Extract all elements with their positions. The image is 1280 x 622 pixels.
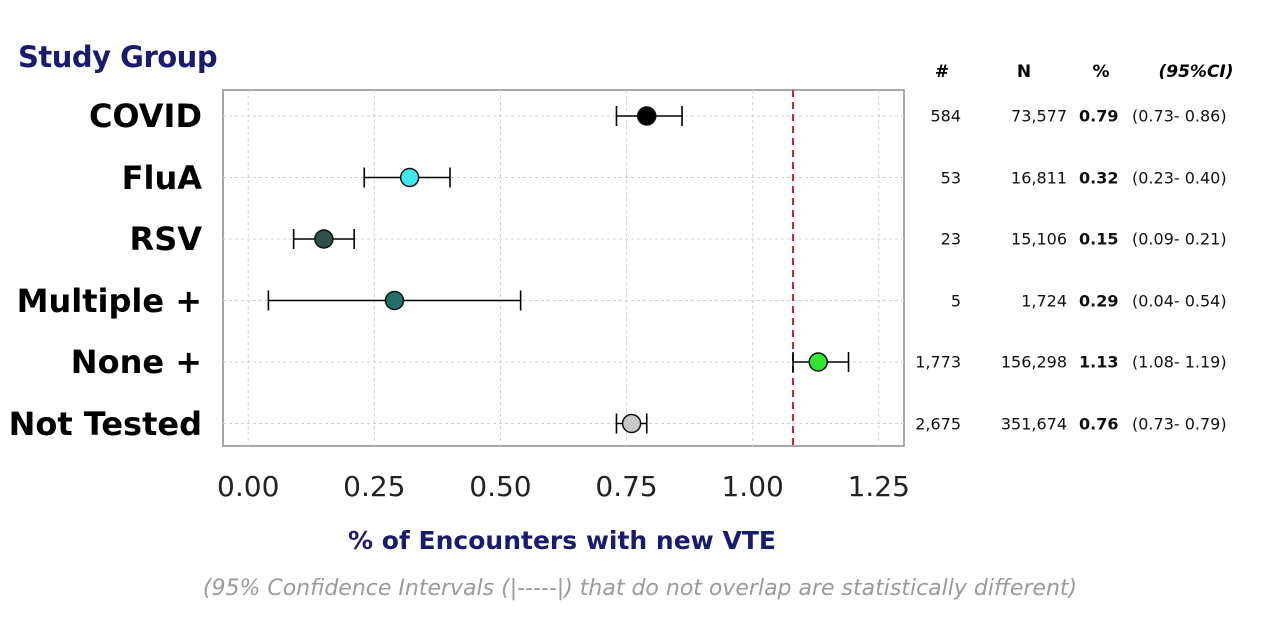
plot-frame (222, 89, 905, 447)
point-estimate (384, 290, 405, 311)
x-tick-label: 0.00 (217, 470, 280, 503)
cell-ci: (0.09- 0.21) (1132, 229, 1227, 249)
cell-ci: (0.23- 0.40) (1132, 168, 1227, 187)
cell-pct: 0.79 (1079, 106, 1119, 126)
category-label: Not Tested (8, 404, 202, 443)
cell-n: 156,298 (1000, 352, 1067, 372)
cell-count: 584 (930, 106, 961, 126)
point-estimate (621, 413, 642, 434)
x-tick-label: 0.75 (595, 470, 658, 503)
point-estimate (314, 229, 334, 249)
footnote: (95% Confidence Intervals (|-----|) that… (202, 576, 1078, 601)
cell-ci: (1.08- 1.19) (1132, 352, 1227, 372)
cell-count: 1,773 (915, 352, 961, 372)
x-tick-label: 1.00 (721, 470, 784, 503)
x-tick-label: 0.50 (469, 470, 532, 503)
cell-pct: 1.13 (1079, 352, 1119, 372)
cell-count: 2,675 (915, 414, 961, 433)
cell-ci: (0.73- 0.79) (1132, 414, 1227, 433)
header-pct: % (1092, 62, 1110, 82)
point-estimate (636, 106, 657, 126)
cell-pct: 0.29 (1079, 291, 1119, 310)
chart-title: Study Group (18, 40, 218, 74)
point-estimate (808, 352, 828, 372)
header-count: # (934, 62, 950, 82)
x-axis-label: % of Encounters with new VTE (348, 526, 776, 555)
cell-n: 15,106 (1011, 229, 1067, 249)
x-tick-label: 0.25 (343, 470, 406, 503)
cell-count: 23 (940, 229, 961, 249)
category-label: None + (70, 343, 202, 381)
category-label: FluA (121, 158, 202, 197)
cell-ci: (0.04- 0.54) (1132, 291, 1227, 310)
header-n: N (1016, 62, 1032, 82)
cell-n: 16,811 (1011, 168, 1067, 187)
point-estimate (399, 167, 420, 188)
cell-n: 1,724 (1021, 291, 1067, 310)
category-label: RSV (129, 220, 202, 258)
header-ci: (95%CI) (1158, 62, 1234, 82)
cell-n: 73,577 (1011, 106, 1067, 126)
cell-count: 5 (950, 291, 961, 310)
category-label: COVID (88, 97, 202, 135)
cell-n: 351,674 (1000, 414, 1067, 433)
x-tick-label: 1.25 (847, 470, 910, 503)
cell-pct: 0.15 (1079, 229, 1119, 249)
cell-count: 53 (940, 168, 961, 187)
cell-pct: 0.32 (1079, 168, 1119, 187)
category-label: Multiple + (16, 281, 202, 320)
cell-pct: 0.76 (1079, 414, 1119, 433)
cell-ci: (0.73- 0.86) (1132, 106, 1227, 126)
